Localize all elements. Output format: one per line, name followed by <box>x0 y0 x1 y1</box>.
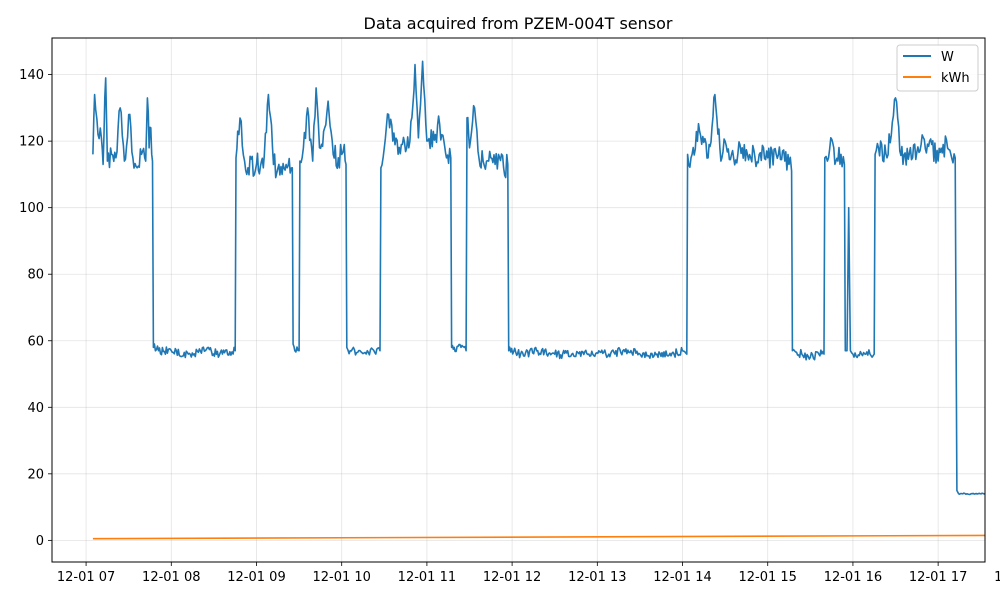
legend: W kWh <box>896 44 979 92</box>
y-tick-label: 80 <box>27 268 44 283</box>
x-tick-label: 12-01 13 <box>568 570 626 585</box>
plot-series <box>92 60 986 540</box>
x-tick-label: 12-01 17 <box>909 570 967 585</box>
x-tick-label: 12-01 11 <box>398 570 456 585</box>
grid <box>52 38 985 562</box>
x-tick-label: 12-01 14 <box>653 570 711 585</box>
x-tick-label: 12-01 10 <box>312 570 370 585</box>
legend-label-w: W <box>941 50 954 65</box>
y-tick-label: 0 <box>36 534 44 549</box>
y-tick-label: 100 <box>19 201 44 216</box>
x-axis: 12-01 07 12-01 08 12-01 09 12-01 10 12-01 11… <box>57 562 1000 585</box>
x-tick-label: 12-01 08 <box>142 570 200 585</box>
y-tick-label: 20 <box>27 467 44 482</box>
x-tick-label: 12-01 07 <box>57 570 115 585</box>
y-tick-label: 60 <box>27 334 44 349</box>
y-axis: 0 20 40 60 80 100 120 140 <box>19 68 52 549</box>
y-tick-label: 120 <box>19 135 44 150</box>
series-line-kwh <box>92 534 986 540</box>
legend-label-kwh: kWh <box>941 71 970 86</box>
x-tick-label: 12-01 12 <box>483 570 541 585</box>
x-tick-label: 12-01 09 <box>227 570 285 585</box>
y-tick-label: 140 <box>19 68 44 83</box>
x-tick-label: 12-01 16 <box>824 570 882 585</box>
chart-title: Data acquired from PZEM-004T sensor <box>364 14 673 33</box>
x-tick-label: 12-01 18 <box>994 570 1000 585</box>
plot-frame <box>51 37 986 563</box>
y-tick-label: 40 <box>27 401 44 416</box>
x-tick-label: 12-01 15 <box>738 570 796 585</box>
series-line-w <box>92 60 986 496</box>
